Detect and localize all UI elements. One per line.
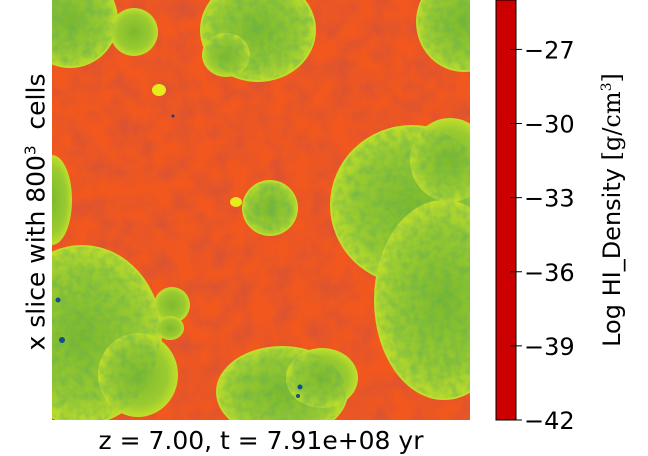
- colorbar-tick-label: −36: [524, 259, 575, 287]
- colorbar-tick-label: −42: [524, 407, 575, 435]
- dense-knots: [55, 114, 303, 398]
- ionized-bubble: [156, 316, 184, 340]
- colorbar-ticks: −27 −30 −33 −36 −39 −42: [510, 36, 575, 435]
- density-slice-image: [52, 0, 470, 420]
- colorbar: −27 −30 −33 −36 −39 −42: [495, 0, 575, 435]
- ionized-bubble: [152, 84, 166, 96]
- colorbar-gradient: [495, 0, 517, 421]
- colorbar-label: Log HI_Density [g/cm3]: [598, 73, 626, 347]
- density-slice-render: [52, 0, 470, 420]
- colorbar-tick-label: −27: [524, 36, 575, 64]
- ionized-bubble: [154, 287, 190, 323]
- ionized-bubble: [110, 8, 158, 56]
- x-axis-label: z = 7.00, t = 7.91e+08 yr: [98, 426, 424, 455]
- colorbar-tick-label: −39: [524, 333, 575, 361]
- colorbar-tick-label: −30: [524, 111, 575, 139]
- ionized-bubble: [230, 197, 242, 207]
- bubble-texture: [52, 0, 470, 420]
- colorbar-tick-label: −33: [524, 185, 575, 213]
- ionized-bubble: [52, 155, 72, 245]
- y-axis-label: x slice with 8003 cells: [21, 73, 51, 351]
